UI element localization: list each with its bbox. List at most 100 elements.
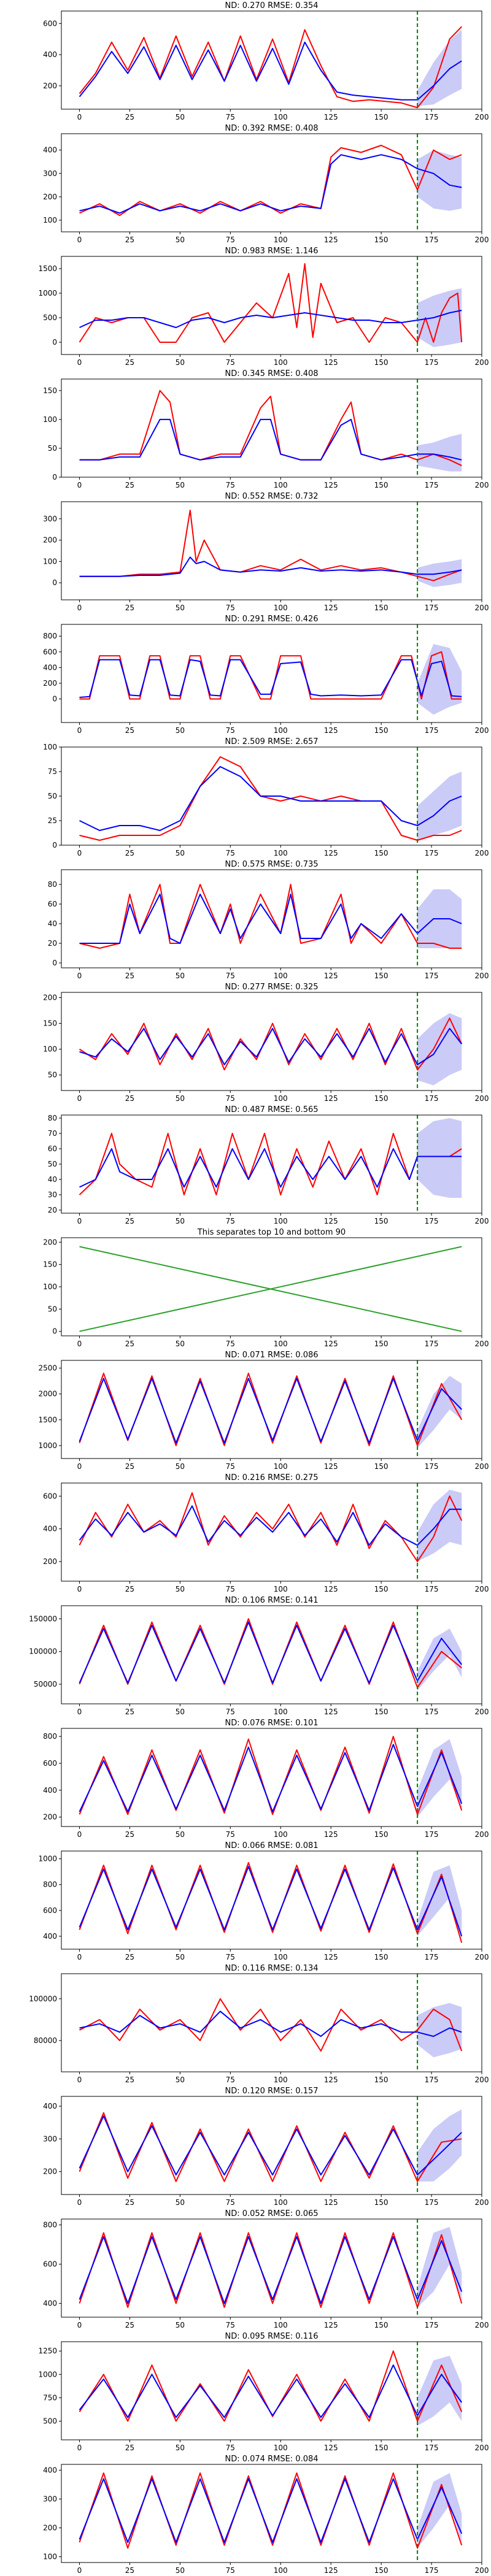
- forecast-series-line: [79, 556, 462, 577]
- x-tick-label: 0: [77, 2566, 82, 2575]
- subplot-title: ND: 0.120 RMSE: 0.157: [225, 2087, 318, 2096]
- target-series-line: [79, 1492, 463, 1562]
- y-tick-label: 1500: [38, 1416, 57, 1424]
- x-tick-label: 150: [374, 849, 389, 857]
- x-tick-label: 25: [125, 849, 134, 857]
- x-tick-label: 50: [176, 358, 185, 367]
- x-tick-label: 175: [425, 2444, 439, 2452]
- forecast-interval-band: [417, 434, 462, 472]
- x-tick-label: 150: [374, 1340, 389, 1348]
- forecast-series-line: [79, 1148, 462, 1188]
- x-tick-label: 75: [226, 2444, 235, 2452]
- x-tick-label: 50: [176, 2566, 185, 2575]
- x-tick-label: 150: [374, 1953, 389, 1961]
- y-tick-label: 200: [43, 193, 57, 201]
- forecast-interval-band: [417, 2226, 462, 2307]
- x-tick-label: 175: [425, 1585, 439, 1593]
- y-tick-label: 200: [43, 1557, 57, 1566]
- x-tick-label: 50: [176, 1462, 185, 1471]
- subplot: ND: 2.509 RMSE: 2.657 0 25 50 75 100 125 150 175…: [43, 737, 489, 857]
- x-tick-label: 25: [125, 1953, 134, 1961]
- x-tick-label: 50: [176, 972, 185, 980]
- x-tick-label: 100: [274, 481, 288, 489]
- y-tick-label: 20: [48, 1206, 57, 1214]
- x-tick-label: 175: [425, 2198, 439, 2207]
- x-tick-label: 75: [226, 1217, 235, 1225]
- forecast-series-line: [79, 418, 462, 461]
- x-tick-label: 175: [425, 1462, 439, 1471]
- y-tick-label: 1000: [38, 289, 57, 297]
- x-tick-label: 25: [125, 1462, 134, 1471]
- y-tick-label: 750: [43, 2393, 57, 2402]
- forecast-series-line: [79, 1621, 462, 1684]
- x-tick-label: 75: [226, 849, 235, 857]
- y-tick-label: 40: [48, 1175, 57, 1184]
- y-tick-label: 80000: [34, 2036, 57, 2045]
- y-tick-label: 80: [48, 880, 57, 889]
- x-tick-label: 50: [176, 726, 185, 735]
- x-tick-label: 0: [77, 2076, 82, 2084]
- target-series-line: [79, 884, 462, 949]
- x-tick-label: 175: [425, 481, 439, 489]
- y-tick-label: 50: [48, 792, 57, 800]
- x-tick-label: 0: [77, 1094, 82, 1103]
- x-tick-label: 125: [324, 1585, 338, 1593]
- y-tick-label: 400: [43, 2466, 57, 2474]
- x-tick-label: 25: [125, 2076, 134, 2084]
- x-tick-label: 100: [274, 849, 288, 857]
- y-tick-label: 100: [43, 1282, 57, 1291]
- y-tick-label: 50: [48, 1160, 57, 1168]
- y-tick-label: 0: [52, 578, 57, 587]
- x-tick-label: 200: [475, 1830, 489, 1839]
- x-tick-label: 175: [425, 604, 439, 612]
- x-tick-label: 0: [77, 1585, 82, 1593]
- subplot: ND: 0.071 RMSE: 0.086 0 25 50 75 100 125 150 175…: [38, 1351, 489, 1471]
- y-tick-label: 600: [43, 1906, 57, 1915]
- subplot: ND: 0.983 RMSE: 1.146 0 25 50 75 100 125 150 175…: [38, 247, 489, 367]
- plot-frame: [61, 1973, 482, 2072]
- x-tick-label: 0: [77, 2444, 82, 2452]
- plot-frame: [61, 1605, 482, 1704]
- x-tick-label: 200: [475, 849, 489, 857]
- x-tick-label: 100: [274, 1340, 288, 1348]
- x-tick-label: 50: [176, 236, 185, 244]
- y-tick-label: 1500: [38, 264, 57, 273]
- x-tick-label: 150: [374, 1708, 389, 1716]
- x-tick-label: 75: [226, 236, 235, 244]
- y-tick-label: 600: [43, 648, 57, 656]
- x-tick-label: 0: [77, 1708, 82, 1716]
- y-tick-label: 100: [43, 2553, 57, 2561]
- x-tick-label: 100: [274, 113, 288, 121]
- y-tick-label: 100000: [29, 1995, 57, 2003]
- x-tick-label: 75: [226, 2566, 235, 2575]
- forecast-series-line: [79, 1866, 463, 1937]
- y-tick-label: 400: [43, 1786, 57, 1795]
- x-tick-label: 200: [475, 2198, 489, 2207]
- x-tick-label: 150: [374, 2076, 389, 2084]
- x-tick-label: 200: [475, 358, 489, 367]
- x-tick-label: 50: [176, 1094, 185, 1103]
- target-series-line: [79, 389, 462, 467]
- y-tick-label: 1000: [38, 1855, 57, 1863]
- y-tick-label: 0: [52, 959, 57, 967]
- y-tick-label: 150: [43, 386, 57, 395]
- subplot: ND: 0.392 RMSE: 0.408 0 25 50 75 100 125 150 175…: [43, 124, 489, 244]
- y-tick-label: 0: [52, 1327, 57, 1336]
- y-tick-label: 30: [48, 1190, 57, 1199]
- x-tick-label: 100: [274, 1708, 288, 1716]
- x-tick-label: 75: [226, 604, 235, 612]
- y-tick-label: 40: [48, 919, 57, 928]
- y-tick-label: 400: [43, 1525, 57, 1533]
- plot-frame: [61, 378, 482, 478]
- x-tick-label: 25: [125, 1708, 134, 1716]
- x-tick-label: 200: [475, 2076, 489, 2084]
- x-tick-label: 125: [324, 726, 338, 735]
- x-tick-label: 0: [77, 726, 82, 735]
- subplot: ND: 0.052 RMSE: 0.065 0 25 50 75 100 125 150 175…: [43, 2209, 489, 2329]
- subplot-title: ND: 0.076 RMSE: 0.101: [225, 1719, 318, 1728]
- subplot-title: This separates top 10 and bottom 90: [197, 1228, 346, 1237]
- target-series-line: [79, 1018, 463, 1071]
- x-tick-label: 75: [226, 1585, 235, 1593]
- subplot-title: ND: 0.552 RMSE: 0.732: [225, 492, 318, 501]
- subplot: ND: 0.120 RMSE: 0.157 0 25 50 75 100 125 150 175…: [43, 2087, 489, 2207]
